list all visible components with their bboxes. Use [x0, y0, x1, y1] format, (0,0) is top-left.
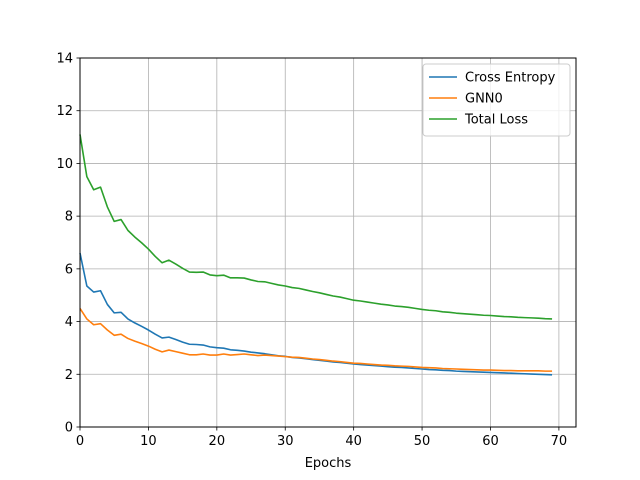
legend-entry: GNN0: [465, 92, 503, 107]
x-tick-label: 0: [76, 434, 84, 449]
legend-entry: Total Loss: [464, 113, 528, 128]
series-line-total-loss: [79, 134, 553, 320]
x-tick-label: 20: [209, 434, 226, 449]
series-lines: [79, 134, 553, 376]
legend-box: [422, 63, 571, 137]
x-tick-label: 70: [551, 434, 568, 449]
y-tick-label: 0: [65, 421, 73, 436]
x-tick-label: 50: [414, 434, 431, 449]
plot-area-frame: [79, 57, 577, 428]
x-tick-label: 60: [482, 434, 499, 449]
x-tick-label: 30: [277, 434, 294, 449]
legend: Cross Entropy GNN0 Total Loss: [422, 63, 571, 137]
grid: [79, 57, 576, 428]
y-tick-label: 4: [65, 315, 73, 330]
series-line-gnn0: [79, 307, 553, 372]
y-tick-label: 8: [65, 210, 73, 225]
y-tick-label: 2: [65, 368, 73, 383]
x-tick-label: 40: [345, 434, 362, 449]
y-tick-label: 14: [56, 52, 73, 67]
legend-entry: Cross Entropy: [465, 71, 556, 86]
y-tick-label: 6: [65, 262, 73, 277]
series-line-cross-entropy: [79, 252, 553, 376]
x-tick-label: 10: [140, 434, 157, 449]
y-tick-label: 12: [56, 104, 73, 119]
x-axis-label: Epochs: [305, 456, 352, 471]
y-tick-label: 10: [56, 157, 73, 172]
axis-ticks: 0 10 20 30 40 50 60 70 0 2 4 6 8 10 12 14: [56, 52, 567, 450]
